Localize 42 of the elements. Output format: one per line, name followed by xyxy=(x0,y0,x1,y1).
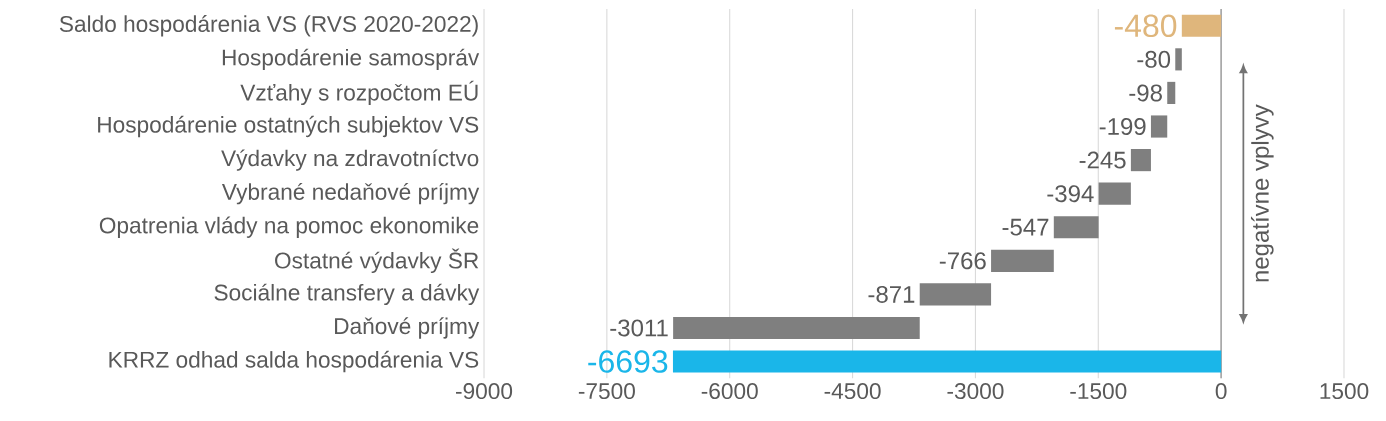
data-label: -547 xyxy=(1002,218,1049,236)
annotation: negatívne vplyvy xyxy=(1250,104,1274,282)
x-tick-label: -1500 xyxy=(1070,383,1127,400)
x-tick-label: -4500 xyxy=(824,383,881,400)
y-tick-label: Hospodárenie ostatných subjektov VS xyxy=(98,115,479,138)
y-tick-label: Opatrenia vlády na pomoc ekonomike xyxy=(99,216,479,238)
data-label: -6693 xyxy=(588,350,668,373)
data-label: -480 xyxy=(1114,14,1177,38)
data-label: -871 xyxy=(868,285,915,303)
y-tick-label: Saldo hospodárenia VS (RVS 2020-2022) xyxy=(59,15,478,37)
y-tick-label: Sociálne transfery a dávky xyxy=(214,283,480,306)
y-tick-label: Hospodárenie samospráv xyxy=(222,48,480,71)
bar xyxy=(1150,115,1168,138)
bar xyxy=(1167,81,1176,105)
x-tick-label: -3000 xyxy=(947,383,1004,400)
bar xyxy=(919,283,992,306)
data-label: -199 xyxy=(1099,118,1146,135)
y-tick-label: KRRZ odhad salda hospodárenia VS xyxy=(109,350,479,373)
data-label: -766 xyxy=(939,252,986,270)
y-tick-label: Daňové príjmy xyxy=(335,317,480,339)
bar xyxy=(991,249,1054,272)
y-tick-label: Vybrané nedaňové príjmy xyxy=(221,182,480,205)
bar xyxy=(1175,48,1182,71)
data-label: -80 xyxy=(1137,50,1171,68)
data-label: -245 xyxy=(1079,151,1126,169)
x-tick-label: -6000 xyxy=(701,383,758,400)
x-tick-label: 0 xyxy=(1215,383,1227,400)
x-tick-label: -9000 xyxy=(456,383,513,400)
data-label: -394 xyxy=(1047,185,1094,203)
y-tick-label: Výdavky na zdravotníctvo xyxy=(221,149,479,171)
bar xyxy=(1053,216,1099,239)
bar xyxy=(1181,14,1222,37)
x-tick-label: 1500 xyxy=(1320,383,1369,400)
bar xyxy=(1130,149,1151,172)
y-tick-label: Ostatné výdavky ŠR xyxy=(275,248,479,274)
bar xyxy=(1098,182,1131,205)
data-label: -98 xyxy=(1129,84,1162,102)
x-tick-label: -7500 xyxy=(578,383,635,400)
bar xyxy=(672,350,1222,373)
data-label: -3011 xyxy=(610,319,668,337)
y-tick-label: Vzťahy s rozpočtom EÚ xyxy=(240,80,478,106)
bar xyxy=(673,316,920,340)
